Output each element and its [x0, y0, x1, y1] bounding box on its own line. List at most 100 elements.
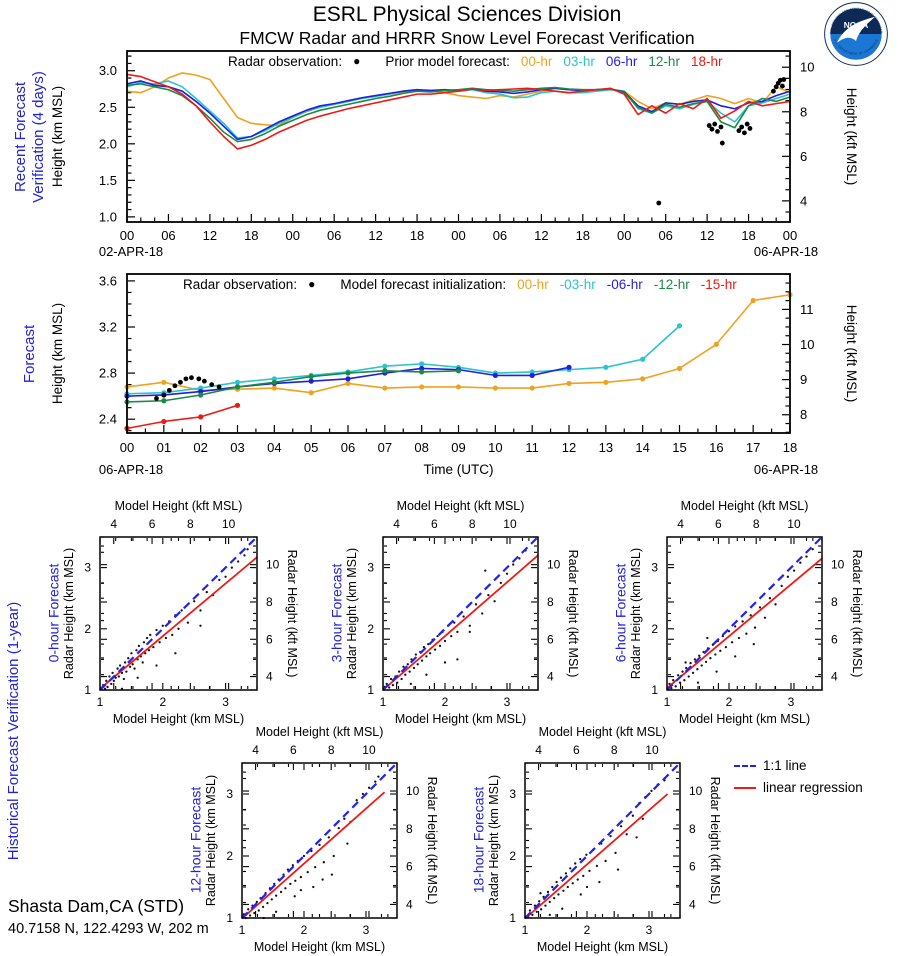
noaa-logo-text: NOAA [844, 20, 868, 30]
svg-text:6: 6 [431, 517, 438, 531]
legend-item-00hr: 00-hr [520, 54, 553, 69]
svg-text:12: 12 [203, 228, 217, 243]
svg-text:06: 06 [658, 228, 672, 243]
series-18-hr [126, 73, 791, 150]
svg-text:2: 2 [726, 695, 733, 709]
svg-text:1.0: 1.0 [99, 209, 117, 224]
svg-text:2: 2 [442, 695, 449, 709]
svg-text:3: 3 [504, 695, 511, 709]
svg-text:4: 4 [547, 670, 554, 684]
svg-text:1.5: 1.5 [99, 173, 117, 188]
svg-text:Model Height (kft MSL): Model Height (kft MSL) [397, 499, 525, 513]
scatter-6hr: 11 2 2 3 3 4 4 6 6 8 8 10 10 Model Height (kft MSL) Mo… [629, 499, 864, 726]
svg-text:2: 2 [84, 622, 91, 636]
svg-text:3: 3 [646, 923, 653, 937]
svg-text:8: 8 [266, 595, 273, 609]
svg-text:4: 4 [677, 517, 684, 531]
svg-text:3: 3 [509, 787, 516, 801]
svg-text:6: 6 [800, 149, 807, 164]
one-to-one-swatch [734, 764, 756, 767]
svg-text:4: 4 [535, 743, 542, 757]
svg-text:06: 06 [327, 228, 341, 243]
svg-text:10: 10 [689, 784, 703, 798]
svg-text:18: 18 [741, 228, 755, 243]
svg-text:6: 6 [266, 632, 273, 646]
station-coords: 40.7158 N, 122.4293 W, 202 m [8, 921, 209, 937]
svg-text:3: 3 [226, 787, 233, 801]
svg-text:3: 3 [84, 561, 91, 575]
svg-text:3.2: 3.2 [99, 320, 117, 335]
svg-text:1: 1 [664, 695, 671, 709]
svg-text:06: 06 [161, 228, 175, 243]
svg-text:1: 1 [239, 923, 246, 937]
series--15-hr [126, 404, 238, 430]
svg-text:2: 2 [651, 622, 658, 636]
svg-text:4: 4 [831, 670, 838, 684]
svg-text:02-APR-18: 02-APR-18 [99, 244, 163, 259]
svg-text:00: 00 [617, 228, 631, 243]
obs-dot-icon: ● [308, 276, 316, 291]
legend-item-18hr: 18-hr [690, 54, 723, 69]
svg-text:13: 13 [599, 440, 613, 455]
svg-text:17: 17 [746, 440, 760, 455]
svg-text:06: 06 [341, 440, 355, 455]
svg-text:4: 4 [406, 897, 413, 911]
station-name: Shasta Dam,CA (STD) [8, 896, 185, 916]
series--12-hr [126, 369, 459, 403]
svg-text:3.0: 3.0 [99, 63, 117, 78]
svg-text:10: 10 [406, 784, 420, 798]
legend-regression: linear regression [734, 780, 863, 795]
obs-label: Radar observation: [183, 277, 298, 292]
svg-text:2.0: 2.0 [99, 136, 117, 151]
svg-text:00: 00 [286, 228, 300, 243]
svg-text:4: 4 [689, 897, 696, 911]
svg-text:2.8: 2.8 [99, 366, 117, 381]
chart2-legend: Radar observation: ● Model forecast init… [183, 276, 737, 293]
svg-text:8: 8 [800, 104, 807, 119]
svg-text:3: 3 [363, 923, 370, 937]
svg-text:15: 15 [672, 440, 686, 455]
svg-text:00: 00 [451, 228, 465, 243]
scatter-3hr: 11 2 2 3 3 4 4 6 6 8 8 10 10 Model Height (kft MSL) Mo… [345, 499, 580, 726]
svg-text:Model Height (kft MSL): Model Height (kft MSL) [256, 725, 384, 739]
svg-text:11: 11 [525, 440, 539, 455]
series-12-hr [126, 83, 791, 143]
legend-item-03hr: 03-hr [563, 54, 595, 69]
legend-item-m06hr: -06-hr [606, 277, 643, 292]
chart1-section-label: Recent Forecast Verification (4 days) [12, 71, 47, 203]
svg-text:8: 8 [800, 407, 807, 422]
svg-text:2: 2 [159, 695, 166, 709]
svg-text:9: 9 [800, 372, 807, 387]
chart2-section-label: Forecast [21, 324, 38, 384]
svg-text:Height (kft MSL): Height (kft MSL) [844, 305, 859, 403]
svg-text:3: 3 [367, 561, 374, 575]
svg-text:10: 10 [547, 558, 561, 572]
svg-text:Radar Height (km MSL): Radar Height (km MSL) [62, 548, 76, 679]
svg-text:3: 3 [651, 561, 658, 575]
svg-text:2: 2 [509, 849, 516, 863]
svg-text:1: 1 [380, 695, 387, 709]
svg-text:Model Height (km MSL): Model Height (km MSL) [113, 712, 244, 726]
svg-text:11: 11 [800, 302, 814, 317]
svg-text:18: 18 [244, 228, 258, 243]
svg-text:Height (km MSL): Height (km MSL) [50, 303, 65, 404]
svg-text:Radar Height (km MSL): Radar Height (km MSL) [487, 775, 501, 906]
svg-text:00: 00 [120, 440, 134, 455]
legend-item-12hr: 12-hr [648, 54, 680, 69]
svg-text:00: 00 [120, 228, 134, 243]
model-label: Prior model forecast: [385, 54, 510, 69]
svg-text:2: 2 [301, 923, 308, 937]
svg-text:6: 6 [573, 743, 580, 757]
svg-text:10: 10 [831, 558, 845, 572]
svg-text:Model Height (km MSL): Model Height (km MSL) [679, 712, 810, 726]
svg-text:10: 10 [800, 60, 814, 75]
recent-verification-chart: 00 06 12 18 00 06 12 18 00 06 12 18 00 06 12 18 001.01.5… [50, 50, 859, 259]
model-label: Model forecast initialization: [340, 277, 507, 292]
svg-text:6: 6 [290, 743, 297, 757]
svg-text:1: 1 [651, 683, 658, 697]
svg-text:Model Height (kft MSL): Model Height (kft MSL) [681, 499, 809, 513]
svg-text:Radar Height (kft MSL): Radar Height (kft MSL) [708, 777, 722, 905]
svg-text:3: 3 [222, 695, 229, 709]
svg-text:00: 00 [783, 228, 797, 243]
